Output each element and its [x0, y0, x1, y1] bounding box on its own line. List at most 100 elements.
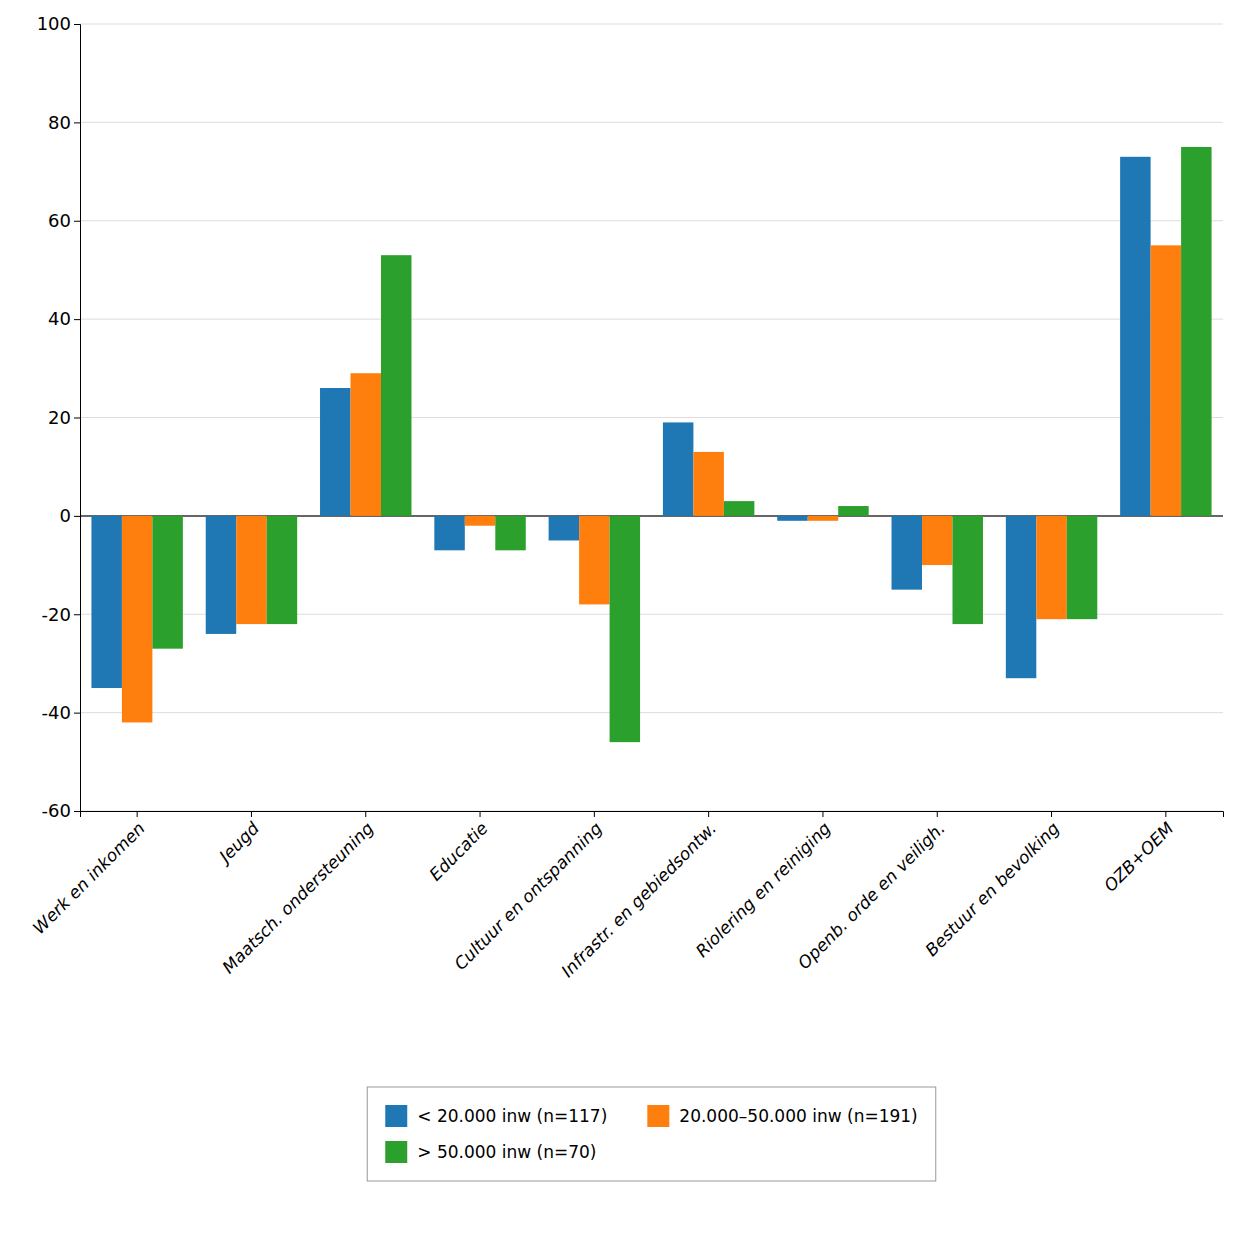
bar: [381, 255, 411, 516]
bar: [952, 516, 982, 624]
x-axis: Werk en inkomen JeugdMaatsch. ondersteuni…: [29, 811, 1224, 981]
grid-line: [80, 319, 1223, 320]
y-tick-mark: [74, 614, 80, 615]
y-tick: -40: [42, 702, 80, 723]
y-tick-mark: [74, 418, 80, 419]
bars: [91, 147, 1211, 742]
legend-swatch: [385, 1141, 407, 1163]
y-tick-label: -60: [42, 800, 71, 821]
bar: [351, 373, 381, 516]
bar: [922, 516, 952, 565]
y-tick-mark: [74, 713, 80, 714]
x-tick-mark: [708, 811, 709, 817]
bar-series: [122, 245, 1181, 722]
grid-line: [80, 24, 1223, 25]
x-tick: OZB+OEM: [1100, 811, 1178, 896]
legend-swatch: [647, 1105, 669, 1127]
x-tick-mark: [251, 811, 252, 817]
y-tick-mark: [74, 122, 80, 123]
x-tick: Maatsch. ondersteuning: [218, 811, 377, 977]
y-tick-label: -40: [42, 702, 71, 723]
y-tick-label: 0: [60, 505, 71, 526]
y-tick: -60: [42, 800, 80, 821]
y-tick-label: 100: [37, 13, 71, 34]
legend-label: > 50.000 inw (n=70): [417, 1142, 596, 1162]
y-tick: 0: [60, 505, 80, 526]
bar: [1151, 245, 1181, 516]
x-tick-mark: [1165, 811, 1166, 817]
y-tick: 20: [48, 407, 80, 428]
x-tick-mark: [822, 811, 823, 817]
legend-item: > 50.000 inw (n=70): [385, 1141, 596, 1163]
bar: [495, 516, 525, 550]
bar: [152, 516, 182, 649]
chart: -60 -40 -20 0 20 40 60 80 100 Werk en inkomen Jeug…: [0, 0, 1253, 1241]
grid-line: [80, 122, 1223, 123]
bar-series: [152, 147, 1211, 742]
x-tick-mark: [937, 811, 938, 817]
grid-line: [80, 220, 1223, 221]
bar: [549, 516, 579, 541]
bar: [1181, 147, 1211, 516]
y-tick-mark: [74, 221, 80, 222]
bar: [465, 516, 495, 526]
y-tick-label: 40: [48, 308, 71, 329]
x-tick-mark: [594, 811, 595, 817]
legend-label: 20.000–50.000 inw (n=191): [679, 1106, 917, 1126]
grid: [80, 24, 1223, 811]
x-tick-mark: [137, 811, 138, 817]
bar: [434, 516, 464, 550]
x-tick: Infrastr. en gebiedsontw.: [557, 811, 720, 981]
bar: [1006, 516, 1036, 678]
y-tick: -20: [42, 604, 80, 625]
bar: [91, 516, 121, 688]
x-tick-label: OZB+OEM: [1100, 818, 1178, 896]
y-tick-label: -20: [42, 604, 71, 625]
grid-line: [80, 417, 1223, 418]
y-axis: -60 -40 -20 0 20 40 60 80 100: [37, 13, 81, 821]
x-tick: Werk en inkomen: [29, 811, 149, 938]
legend-item: < 20.000 inw (n=117): [385, 1105, 607, 1127]
bar: [236, 516, 266, 624]
bar: [838, 506, 868, 516]
y-tick-label: 80: [48, 112, 71, 133]
x-tick-label: Infrastr. en gebiedsontw.: [557, 818, 720, 981]
y-tick-mark: [74, 811, 80, 812]
x-tick-mark: [365, 811, 366, 817]
y-tick: 80: [48, 112, 80, 133]
x-tick-mark: [1051, 811, 1052, 817]
x-tick: Jeugd: [213, 811, 263, 868]
x-tick-label: Bestuur en bevolking: [921, 818, 1063, 960]
x-tick: Educatie: [425, 811, 491, 884]
bar: [777, 516, 807, 521]
bar: [122, 516, 152, 723]
x-axis-line: [81, 812, 1224, 818]
y-tick: 60: [48, 210, 80, 231]
x-tick: Bestuur en bevolking: [921, 811, 1063, 960]
bar: [808, 516, 838, 521]
bar: [724, 501, 754, 516]
x-tick-label: Educatie: [425, 818, 491, 884]
bar: [1036, 516, 1066, 619]
y-tick-label: 60: [48, 210, 71, 231]
x-tick-label: Werk en inkomen: [29, 818, 149, 938]
x-tick-label: Jeugd: [213, 818, 263, 868]
bar: [610, 516, 640, 742]
y-tick: 100: [37, 13, 80, 34]
legend-item: 20.000–50.000 inw (n=191): [647, 1105, 917, 1127]
y-axis-line: [74, 25, 81, 812]
bar: [206, 516, 236, 634]
grid-line: [80, 712, 1223, 713]
bar: [1120, 157, 1150, 516]
bar: [693, 452, 723, 516]
y-tick-label: 20: [48, 407, 71, 428]
legend-swatch: [385, 1105, 407, 1127]
bar: [320, 388, 350, 516]
legend-frame: [367, 1087, 936, 1181]
x-tick-label: Maatsch. ondersteuning: [218, 818, 377, 977]
y-tick: 40: [48, 308, 80, 329]
bar: [1067, 516, 1097, 619]
legend: < 20.000 inw (n=117) 20.000–50.000 inw (n…: [367, 1087, 936, 1181]
bar: [267, 516, 297, 624]
legend-label: < 20.000 inw (n=117): [417, 1106, 607, 1126]
